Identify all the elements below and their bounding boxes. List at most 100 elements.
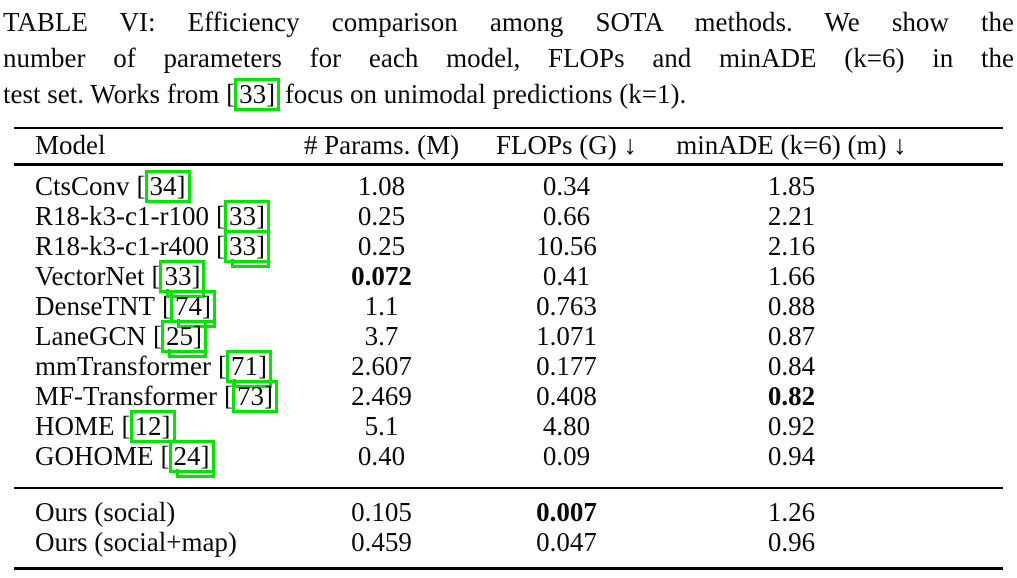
citation-detection-box: 25 [160, 319, 207, 358]
model-name: R18-k3-c1-r100 [35, 200, 209, 231]
model-name: HOME [35, 410, 115, 441]
model-name: Ours (social) [35, 496, 176, 527]
params-value: 1.08 [357, 170, 406, 201]
citation-detection-box: 12 [129, 409, 176, 443]
model-cell: mmTransformer71 [14, 349, 294, 388]
column-header-minade: minADE (k=6) (m) ↓ [664, 128, 919, 166]
params-value: 0.105 [294, 486, 469, 527]
citation-number: 73 [237, 380, 265, 411]
citation-number: 24 [173, 440, 201, 471]
model-name: R18-k3-c1-r400 [35, 230, 209, 261]
table-row: Ours (social+map) 0.459 0.047 0.96 [14, 527, 1003, 569]
model-cell: LaneGCN 25 [14, 319, 294, 358]
spacer-cell [919, 351, 1003, 381]
table-row: VectorNet 33 0.072 0.41 1.66 [14, 259, 1003, 298]
flops-value: 0.177 [536, 350, 597, 381]
caption-line-2: number of parameters for each model, FLO… [3, 43, 1014, 73]
table-row: HOME 12 5.1 4.80 0.92 [14, 409, 1003, 443]
citation-number: 33 [228, 230, 256, 261]
table-caption: TABLE VI: Efficiency comparison among SO… [3, 4, 1014, 112]
model-cell: DenseTNT 74 [14, 289, 294, 328]
citation-open-bracket [224, 381, 233, 411]
citation-open-bracket [161, 441, 170, 471]
minade-value: 0.87 [767, 320, 816, 351]
params-value: 0.25 [357, 230, 406, 261]
flops-value: 0.007 [469, 486, 664, 527]
minade-value: 0.82 [767, 380, 816, 411]
citation-detection-box: 33 [234, 78, 281, 111]
spacer-cell [919, 261, 1003, 291]
flops-value: 0.763 [536, 290, 597, 321]
model-cell: MF-Transformer 73 [14, 379, 294, 413]
table-row: R18-k3-c1-r400 33 0.25 10.56 2.16 [14, 229, 1003, 268]
flops-value: 0.41 [542, 260, 591, 291]
minade-value: 0.96 [767, 526, 816, 557]
params-value: 0.072 [351, 260, 412, 291]
caption-text: focus on unimodal predictions (k=1). [278, 79, 687, 109]
column-header-flops: FLOPs (G) ↓ [469, 128, 664, 166]
citation-detection-box: 73 [232, 379, 279, 413]
citation-number: 25 [165, 320, 193, 351]
citation-number: 33 [164, 260, 192, 291]
citation-open-bracket [226, 79, 235, 109]
model-name: Ours (social+map) [35, 526, 237, 557]
citation-number: 34 [149, 170, 177, 201]
flops-value: 4.80 [542, 410, 591, 441]
params-value: 0.25 [357, 200, 406, 231]
flops-value: 0.047 [536, 526, 597, 557]
spacer-cell [919, 381, 1003, 411]
citation-open-bracket [216, 201, 225, 231]
citation-detection-box: 71 [226, 349, 273, 388]
table-row: Ours (social) 0.105 0.007 1.26 [14, 486, 1003, 527]
spacer-cell [919, 321, 1003, 351]
flops-value: 10.56 [536, 230, 597, 261]
citation-open-bracket [151, 261, 160, 291]
citation-number: 74 [174, 290, 202, 321]
minade-value: 2.21 [767, 200, 816, 231]
citation-open-bracket [122, 411, 131, 441]
model-name: DenseTNT [35, 290, 155, 321]
model-cell: HOME 12 [14, 409, 294, 443]
citation-number: 33 [228, 200, 256, 231]
spacer-cell [919, 231, 1003, 261]
minade-value: 1.66 [767, 260, 816, 291]
spacer-cell [919, 128, 1003, 166]
params-value: 3.7 [364, 320, 399, 351]
minade-value: 0.88 [767, 290, 816, 321]
citation-detection-box: 34 [144, 169, 191, 203]
spacer-cell [919, 441, 1003, 488]
table-row: DenseTNT 74 1.1 0.763 0.88 [14, 289, 1003, 328]
table-row: LaneGCN 25 3.7 1.071 0.87 [14, 319, 1003, 358]
model-cell: Ours (social+map) [14, 527, 294, 569]
citation-detection-box: 33 [159, 259, 206, 298]
citation-detection-box: 74 [169, 289, 216, 328]
caption-line-3: test set. Works from 33 focus on unimoda… [3, 76, 1014, 112]
table-header: Model # Params. (M) FLOPs (G) ↓ minADE (… [14, 128, 1003, 166]
model-name: GOHOME [35, 440, 154, 471]
model-name: VectorNet [35, 260, 145, 291]
params-value: 0.459 [351, 526, 412, 557]
flops-value: 0.09 [542, 440, 591, 471]
citation-open-bracket [153, 321, 162, 351]
model-cell: Ours (social) [14, 486, 294, 527]
table-row: R18-k3-c1-r100 33 0.25 0.66 2.21 [14, 199, 1003, 233]
flops-value: 1.071 [536, 320, 597, 351]
flops-value: 0.34 [542, 170, 591, 201]
params-value: 2.607 [351, 350, 412, 381]
column-header-params: # Params. (M) [294, 128, 469, 166]
minade-value: 0.92 [767, 410, 816, 441]
params-value: 5.1 [364, 410, 399, 441]
citation-detection-box: 33 [223, 229, 270, 268]
table-row: MF-Transformer 73 2.469 0.408 0.82 [14, 379, 1003, 413]
citation-open-bracket [137, 171, 146, 201]
table-row: CtsConv 34 1.08 0.34 1.85 [14, 164, 1003, 203]
table-row: GOHOME 24 0.40 0.09 0.94 [14, 439, 1003, 488]
spacer-cell [919, 527, 1003, 569]
model-cell: R18-k3-c1-r400 33 [14, 229, 294, 268]
citation-open-bracket [216, 231, 225, 261]
model-name: CtsConv [35, 170, 130, 201]
caption-line-1: TABLE VI: Efficiency comparison among SO… [3, 7, 1014, 37]
table-row: mmTransformer71 2.607 0.177 0.84 [14, 349, 1003, 388]
header-row: Model # Params. (M) FLOPs (G) ↓ minADE (… [14, 128, 1003, 166]
